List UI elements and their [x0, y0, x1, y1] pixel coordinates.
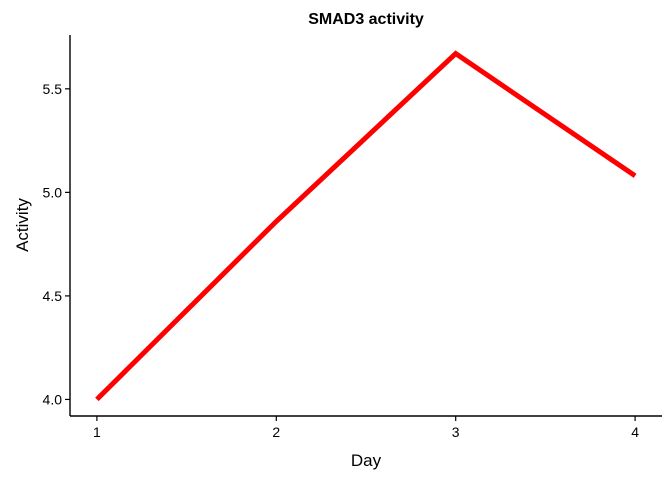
y-tick-label: 4.5: [43, 288, 63, 304]
x-tick-label: 4: [631, 424, 639, 440]
series-line: [95, 50, 637, 402]
data-series: [95, 50, 637, 402]
x-tick-label: 1: [93, 424, 101, 440]
plot-area: 4.0 4.5 5.0 5.5 1 2 3 4: [43, 35, 662, 440]
x-axis-label: Day: [351, 451, 382, 470]
chart-title: SMAD3 activity: [308, 11, 424, 28]
y-tick-label: 4.0: [43, 391, 63, 407]
y-axis-label: Activity: [13, 198, 32, 252]
y-tick-label: 5.5: [43, 81, 63, 97]
y-axis-ticks: 4.0 4.5 5.0 5.5: [43, 81, 70, 407]
x-tick-label: 2: [272, 424, 280, 440]
x-tick-label: 3: [452, 424, 460, 440]
y-tick-label: 5.0: [43, 184, 63, 200]
x-axis-ticks: 1 2 3 4: [93, 416, 639, 440]
